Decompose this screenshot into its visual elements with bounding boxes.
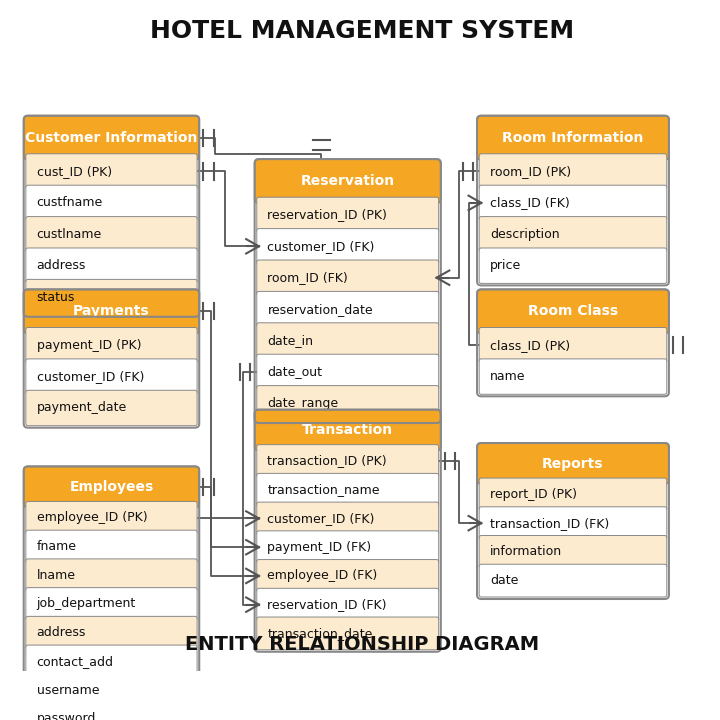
Text: room_ID (PK): room_ID (PK) — [490, 165, 571, 178]
Text: transaction_name: transaction_name — [267, 483, 380, 496]
FancyBboxPatch shape — [480, 478, 667, 510]
FancyBboxPatch shape — [480, 359, 667, 395]
Text: custfname: custfname — [37, 197, 103, 210]
Text: date_in: date_in — [267, 334, 313, 347]
Text: transaction_date: transaction_date — [267, 627, 373, 640]
FancyBboxPatch shape — [257, 445, 438, 477]
FancyBboxPatch shape — [26, 279, 197, 315]
FancyBboxPatch shape — [255, 410, 441, 451]
Text: cust_ID (PK): cust_ID (PK) — [37, 165, 112, 178]
Text: date_range: date_range — [267, 397, 338, 410]
Text: Transaction: Transaction — [302, 423, 393, 437]
Text: ENTITY RELATIONSHIP DIAGRAM: ENTITY RELATIONSHIP DIAGRAM — [185, 635, 539, 654]
Text: date: date — [490, 574, 518, 587]
FancyBboxPatch shape — [257, 588, 438, 621]
FancyBboxPatch shape — [26, 674, 197, 706]
Text: address: address — [37, 259, 86, 272]
FancyBboxPatch shape — [24, 289, 199, 333]
FancyBboxPatch shape — [257, 502, 438, 535]
Text: Customer Information: Customer Information — [25, 131, 198, 145]
Text: status: status — [37, 291, 75, 304]
Text: HOTEL MANAGEMENT SYSTEM: HOTEL MANAGEMENT SYSTEM — [150, 19, 574, 43]
Text: reservation_date: reservation_date — [267, 302, 373, 315]
Text: payment_date: payment_date — [37, 402, 127, 415]
Text: report_ID (PK): report_ID (PK) — [490, 488, 577, 501]
Text: Reservation: Reservation — [301, 174, 395, 188]
Text: Reports: Reports — [542, 456, 604, 471]
Text: job_department: job_department — [37, 598, 136, 611]
Text: payment_ID (FK): payment_ID (FK) — [267, 541, 372, 554]
Text: customer_ID (FK): customer_ID (FK) — [267, 240, 375, 253]
FancyBboxPatch shape — [257, 229, 438, 264]
Text: contact_add: contact_add — [37, 655, 114, 668]
Text: customer_ID (FK): customer_ID (FK) — [37, 370, 144, 383]
FancyBboxPatch shape — [26, 559, 197, 592]
Text: transaction_ID (PK): transaction_ID (PK) — [267, 454, 387, 467]
Text: description: description — [490, 228, 559, 240]
Text: Employees: Employees — [69, 480, 153, 494]
FancyBboxPatch shape — [480, 185, 667, 220]
FancyBboxPatch shape — [26, 154, 197, 189]
Text: employee_ID (FK): employee_ID (FK) — [267, 570, 378, 582]
Text: payment_ID (PK): payment_ID (PK) — [37, 338, 141, 351]
FancyBboxPatch shape — [26, 328, 197, 363]
Text: date_out: date_out — [267, 366, 323, 379]
FancyBboxPatch shape — [257, 292, 438, 327]
Text: employee_ID (PK): employee_ID (PK) — [37, 511, 147, 524]
FancyBboxPatch shape — [26, 359, 197, 395]
Text: username: username — [37, 684, 99, 697]
FancyBboxPatch shape — [257, 559, 438, 593]
FancyBboxPatch shape — [257, 197, 438, 233]
Text: reservation_ID (PK): reservation_ID (PK) — [267, 208, 387, 222]
FancyBboxPatch shape — [26, 217, 197, 252]
Text: name: name — [490, 370, 526, 383]
FancyBboxPatch shape — [26, 501, 197, 534]
Text: customer_ID (FK): customer_ID (FK) — [267, 512, 375, 525]
FancyBboxPatch shape — [26, 616, 197, 649]
Text: price: price — [490, 259, 521, 272]
FancyBboxPatch shape — [480, 328, 667, 363]
Text: fname: fname — [37, 540, 76, 553]
FancyBboxPatch shape — [26, 703, 197, 720]
FancyBboxPatch shape — [26, 185, 197, 220]
Text: address: address — [37, 626, 86, 639]
FancyBboxPatch shape — [257, 260, 438, 295]
FancyBboxPatch shape — [257, 531, 438, 564]
Text: room_ID (FK): room_ID (FK) — [267, 271, 348, 284]
FancyBboxPatch shape — [24, 467, 199, 508]
FancyBboxPatch shape — [480, 536, 667, 568]
FancyBboxPatch shape — [26, 530, 197, 563]
FancyBboxPatch shape — [257, 354, 438, 390]
FancyBboxPatch shape — [477, 116, 669, 160]
Text: Room Class: Room Class — [528, 305, 618, 318]
FancyBboxPatch shape — [257, 386, 438, 421]
FancyBboxPatch shape — [26, 390, 197, 426]
FancyBboxPatch shape — [477, 443, 669, 484]
Text: transaction_ID (FK): transaction_ID (FK) — [490, 517, 609, 530]
FancyBboxPatch shape — [26, 248, 197, 284]
Text: Room Information: Room Information — [503, 131, 644, 145]
Text: Payments: Payments — [73, 305, 150, 318]
FancyBboxPatch shape — [24, 116, 199, 160]
FancyBboxPatch shape — [257, 473, 438, 506]
FancyBboxPatch shape — [26, 588, 197, 621]
Text: information: information — [490, 545, 562, 559]
FancyBboxPatch shape — [480, 564, 667, 597]
Text: custlname: custlname — [37, 228, 102, 240]
FancyBboxPatch shape — [480, 217, 667, 252]
FancyBboxPatch shape — [480, 154, 667, 189]
FancyBboxPatch shape — [257, 323, 438, 359]
FancyBboxPatch shape — [257, 617, 438, 649]
Text: lname: lname — [37, 569, 76, 582]
Text: password: password — [37, 712, 96, 720]
Text: class_ID (FK): class_ID (FK) — [490, 197, 570, 210]
FancyBboxPatch shape — [480, 507, 667, 539]
FancyBboxPatch shape — [477, 289, 669, 333]
Text: reservation_ID (FK): reservation_ID (FK) — [267, 598, 387, 611]
FancyBboxPatch shape — [255, 159, 441, 203]
FancyBboxPatch shape — [26, 645, 197, 678]
Text: class_ID (PK): class_ID (PK) — [490, 338, 570, 351]
FancyBboxPatch shape — [480, 248, 667, 284]
